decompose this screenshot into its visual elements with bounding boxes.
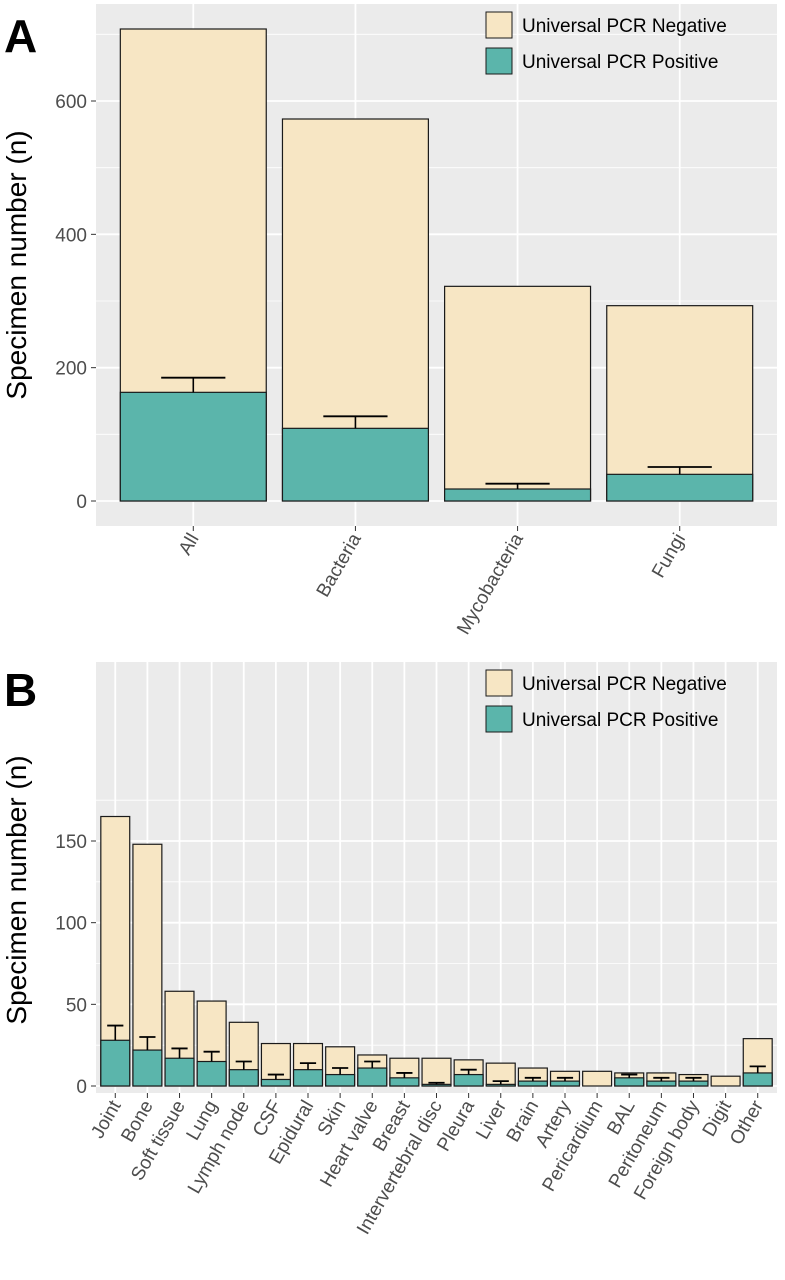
bar-positive-mycobacteria xyxy=(444,488,592,502)
x-tick-label: Fungi xyxy=(648,530,690,582)
bar-positive-breast xyxy=(389,1077,420,1087)
legend-swatch xyxy=(485,11,513,39)
x-tick-label: Bacteria xyxy=(313,530,366,601)
bar-negative-digit xyxy=(710,1075,741,1087)
bar-positive-skin xyxy=(325,1073,356,1087)
bar-positive-lymph-node xyxy=(228,1069,259,1087)
legend-label: Universal PCR Positive xyxy=(522,52,718,73)
y-tick-label: 600 xyxy=(55,92,87,113)
y-tick-label: 150 xyxy=(55,832,87,853)
legend-swatch xyxy=(485,705,513,733)
bar-negative-pericardium xyxy=(582,1070,613,1087)
y-tick-label: 0 xyxy=(76,492,87,513)
bar-positive-bacteria xyxy=(281,427,429,502)
y-axis-label: Specimen number (n) xyxy=(1,755,32,1024)
legend-label: Universal PCR Positive xyxy=(522,710,718,731)
legend: Universal PCR Negative Universal PCR Posi… xyxy=(485,669,727,733)
legend: Universal PCR Negative Universal PCR Posi… xyxy=(485,11,727,75)
x-tick-label: Other xyxy=(726,1096,768,1148)
bar-positive-csf xyxy=(260,1078,291,1087)
bar-positive-pleura xyxy=(453,1073,484,1087)
legend-swatch xyxy=(485,669,513,697)
bar-positive-other xyxy=(742,1072,773,1087)
legend-label: Universal PCR Negative xyxy=(522,16,727,37)
bar-positive-liver xyxy=(485,1083,516,1087)
chart-panel-a: 0 200 400 600 All Bacteria Mycobacteria Fungi Sp… xyxy=(1,4,777,638)
bar-negative-mycobacteria xyxy=(444,285,592,502)
panel-letter-a: A xyxy=(4,10,37,62)
bar-positive-soft-tissue xyxy=(164,1057,195,1087)
panel-letter-b: B xyxy=(4,664,37,716)
y-tick-label: 50 xyxy=(66,995,87,1016)
bar-positive-heart-valve xyxy=(357,1067,388,1087)
bar-positive-all xyxy=(119,391,267,502)
bar-positive-fungi xyxy=(606,473,754,502)
bar-positive-artery xyxy=(549,1080,581,1087)
x-tick-label: Mycobacteria xyxy=(453,530,528,639)
y-axis-label: Specimen number (n) xyxy=(1,130,32,399)
bar-positive-joint xyxy=(100,1039,131,1087)
bar-positive-foreign-body xyxy=(678,1080,709,1087)
bar-positive-bone xyxy=(132,1049,163,1087)
legend-swatch xyxy=(485,47,513,75)
bar-positive-epidural xyxy=(292,1069,324,1087)
legend-label: Universal PCR Negative xyxy=(522,674,727,695)
y-tick-label: 400 xyxy=(55,225,87,246)
y-tick-label: 100 xyxy=(55,914,87,935)
bar-positive-bal xyxy=(614,1077,645,1087)
bar-positive-brain xyxy=(517,1080,548,1087)
bar-positive-peritoneum xyxy=(646,1080,677,1087)
y-tick-label: 200 xyxy=(55,359,87,380)
bar-positive-lung xyxy=(196,1060,227,1087)
x-tick-label: All xyxy=(175,530,204,559)
y-tick-label: 0 xyxy=(76,1077,87,1098)
bar-positive-intervertebral-disc xyxy=(421,1083,452,1087)
